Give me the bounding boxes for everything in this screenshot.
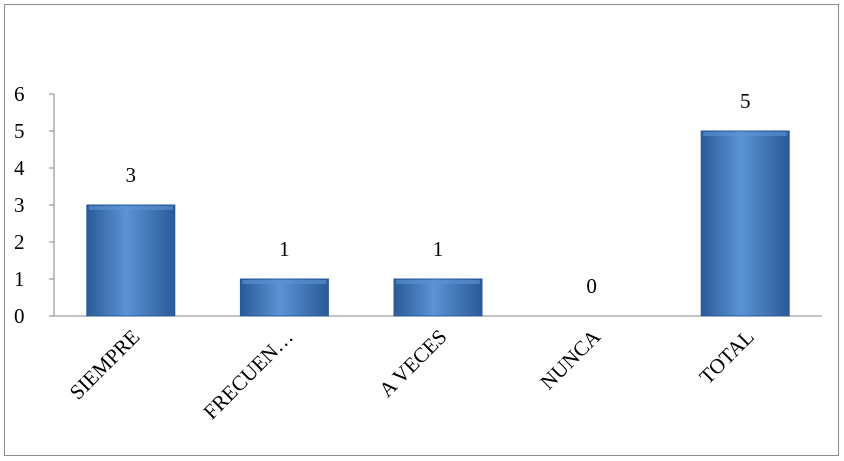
y-tick-label: 0 bbox=[14, 304, 25, 328]
y-tick-label: 5 bbox=[14, 119, 25, 143]
category-label: TOTAL bbox=[695, 325, 759, 389]
category-label: NUNCA bbox=[535, 324, 605, 394]
y-tick-label: 3 bbox=[14, 193, 25, 217]
y-tick-label: 6 bbox=[14, 82, 25, 106]
y-tick-label: 2 bbox=[14, 230, 25, 254]
bar-highlight bbox=[88, 206, 173, 210]
y-tick-label: 4 bbox=[14, 156, 25, 180]
data-label: 0 bbox=[586, 274, 597, 298]
category-label: SIEMPRE bbox=[65, 325, 145, 405]
bar-frecuen bbox=[239, 278, 329, 317]
data-label: 5 bbox=[740, 89, 751, 113]
category-label: A VECES bbox=[374, 325, 451, 402]
bar-a-veces bbox=[393, 278, 483, 317]
data-label: 1 bbox=[279, 237, 290, 261]
bar-highlight bbox=[396, 280, 480, 284]
data-label: 3 bbox=[126, 163, 137, 187]
bar-highlight bbox=[242, 280, 327, 284]
category-label: FRECUEN… bbox=[198, 325, 297, 424]
y-tick-label: 1 bbox=[14, 267, 25, 291]
bar-total bbox=[700, 130, 790, 317]
bar-highlight bbox=[703, 132, 788, 136]
bar-siempre bbox=[86, 204, 176, 317]
data-label: 1 bbox=[433, 237, 444, 261]
